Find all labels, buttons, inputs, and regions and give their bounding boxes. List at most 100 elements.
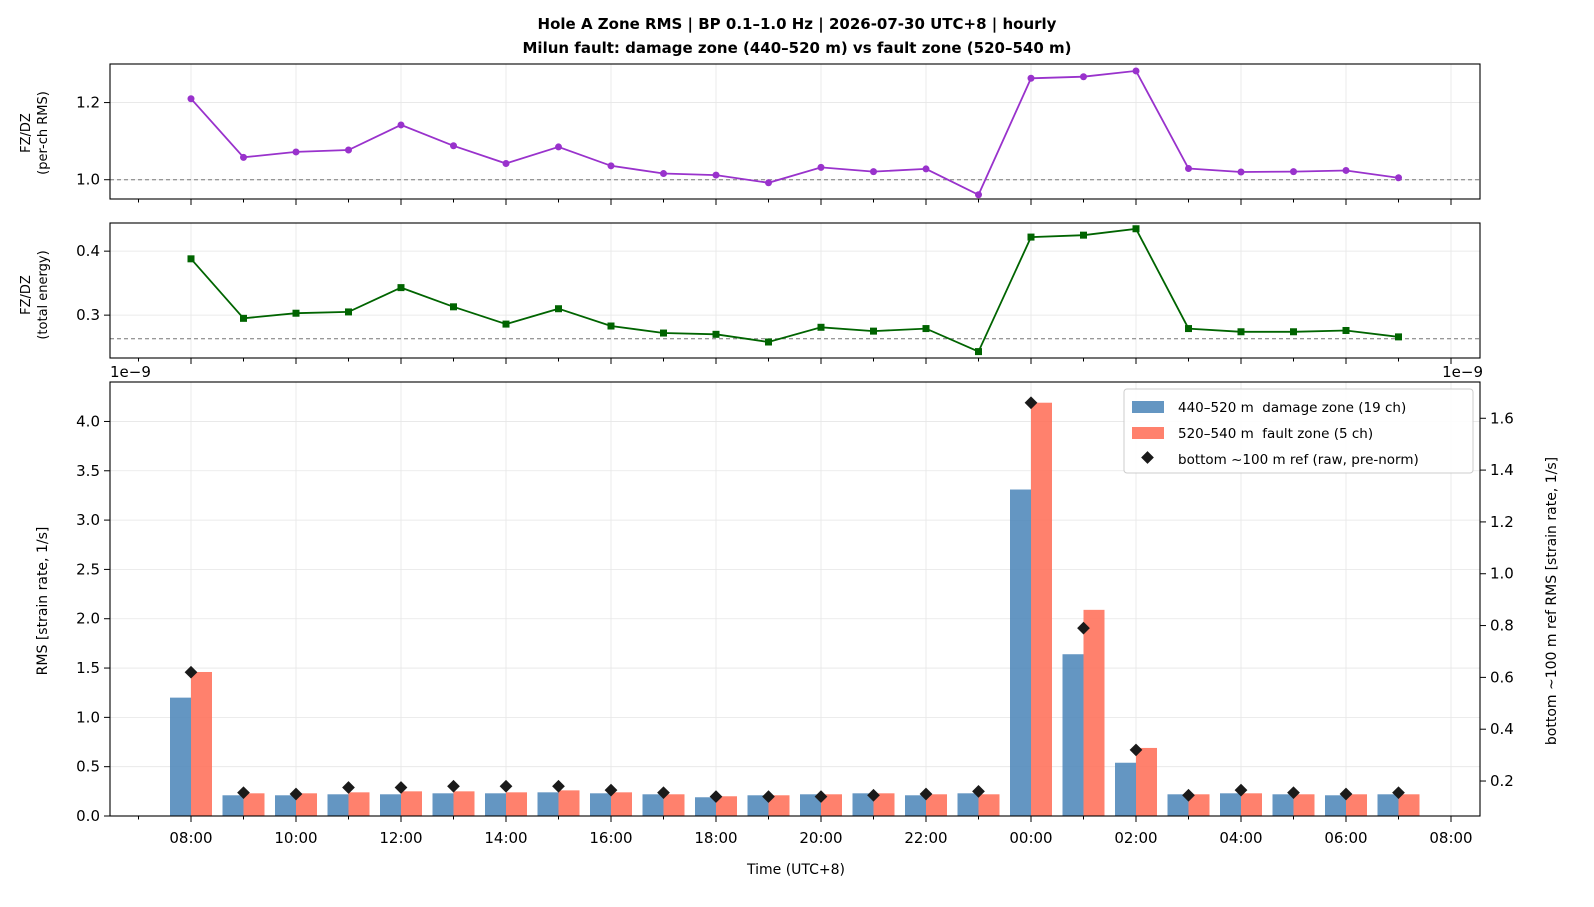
data-point bbox=[240, 314, 247, 322]
ratio-rms-panel: 1.0 1.2 bbox=[76, 63, 1481, 205]
data-point bbox=[450, 142, 457, 150]
x-tick-label: 10:00 bbox=[274, 829, 317, 847]
y-tick-label: 3.0 bbox=[76, 511, 100, 529]
data-point bbox=[555, 305, 562, 313]
bar-fault-zone bbox=[1398, 794, 1420, 816]
y-right-tick-label: 1.0 bbox=[1490, 565, 1514, 583]
bar-fault-zone bbox=[926, 794, 947, 816]
panel1-ylabel-line2: (per-ch RMS) bbox=[36, 91, 51, 175]
x-tick-label: 08:00 bbox=[1429, 829, 1472, 847]
x-tick-label: 14:00 bbox=[484, 829, 527, 847]
bar-damage-zone bbox=[432, 793, 454, 816]
data-point bbox=[1395, 333, 1402, 341]
data-point bbox=[607, 162, 615, 170]
bar-fault-zone bbox=[243, 793, 265, 816]
bar-damage-zone bbox=[1167, 794, 1189, 816]
x-tick-label: 20:00 bbox=[799, 829, 842, 847]
bar-fault-zone bbox=[191, 671, 212, 816]
data-point bbox=[817, 163, 825, 171]
y-tick-label: 0.5 bbox=[76, 758, 100, 776]
bar-damage-zone bbox=[905, 795, 926, 816]
bar-damage-zone bbox=[747, 795, 769, 816]
chart-title-line2: Milun fault: damage zone (440–520 m) vs … bbox=[523, 39, 1072, 57]
y-right-tick-label: 0.4 bbox=[1490, 720, 1514, 738]
data-point bbox=[1132, 225, 1140, 233]
panel1-ylabel-line1: FZ/DZ bbox=[19, 113, 34, 153]
data-point bbox=[922, 165, 930, 173]
y-tick-label: 3.5 bbox=[76, 462, 100, 480]
y-right-tick-label: 0.8 bbox=[1490, 617, 1514, 635]
bar-damage-zone bbox=[380, 794, 401, 816]
data-point bbox=[502, 320, 510, 328]
data-point bbox=[397, 121, 405, 129]
y-tick-label: 1.0 bbox=[76, 708, 100, 726]
bar-damage-zone bbox=[852, 793, 874, 816]
data-point bbox=[712, 330, 720, 338]
legend-swatch-fault-zone bbox=[1132, 427, 1164, 439]
x-tick-label: 00:00 bbox=[1009, 829, 1052, 847]
bar-damage-zone bbox=[170, 697, 191, 816]
y-tick-label: 4.0 bbox=[76, 412, 100, 430]
data-point bbox=[1395, 174, 1402, 182]
bar-fault-zone bbox=[1346, 794, 1367, 816]
bar-fault-zone bbox=[1083, 609, 1105, 816]
y-tick-label: 2.5 bbox=[76, 560, 100, 578]
ref-marker bbox=[499, 779, 513, 793]
panel3-scale-right: 1e−9 bbox=[1442, 363, 1483, 381]
data-point bbox=[1132, 67, 1140, 75]
y-tick-label: 0.0 bbox=[76, 807, 100, 825]
legend: 440–520 m damage zone (19 ch) 520–540 m … bbox=[1123, 388, 1474, 474]
bar-fault-zone bbox=[663, 794, 685, 816]
y-right-tick-label: 0.6 bbox=[1490, 668, 1514, 686]
bar-damage-zone bbox=[327, 794, 349, 816]
ref-marker bbox=[342, 781, 355, 794]
bar-fault-zone bbox=[873, 793, 895, 816]
bar-damage-zone bbox=[1377, 794, 1399, 816]
panel3-scale-left: 1e−9 bbox=[110, 363, 151, 381]
data-point bbox=[765, 338, 772, 346]
data-point bbox=[1290, 328, 1297, 336]
ref-marker bbox=[447, 779, 460, 793]
axes-frame bbox=[109, 381, 1481, 817]
x-tick-label: 16:00 bbox=[589, 829, 632, 847]
data-point bbox=[1342, 326, 1350, 334]
y-tick-label: 1.0 bbox=[76, 171, 100, 189]
x-tick-label: 06:00 bbox=[1324, 829, 1367, 847]
panel3-ylabel-right: bottom ~100 m ref RMS [strain rate, 1/s] bbox=[1544, 457, 1560, 745]
bar-fault-zone bbox=[558, 790, 580, 816]
y-right-tick-label: 0.2 bbox=[1490, 772, 1514, 790]
x-tick-label: 02:00 bbox=[1114, 829, 1157, 847]
bar-fault-zone bbox=[1188, 794, 1210, 816]
x-tick-label: 18:00 bbox=[694, 829, 737, 847]
ratio-energy-panel: 0.3 0.4 bbox=[76, 222, 1481, 364]
bar-damage-zone bbox=[642, 794, 664, 816]
data-point bbox=[187, 255, 195, 263]
y-tick-label: 1.2 bbox=[76, 94, 100, 112]
data-point bbox=[292, 148, 300, 156]
bar-damage-zone bbox=[695, 797, 716, 816]
data-point bbox=[397, 284, 405, 292]
data-point bbox=[1080, 231, 1087, 239]
bar-fault-zone bbox=[506, 792, 527, 816]
bar-fault-zone bbox=[768, 795, 790, 816]
data-point bbox=[345, 146, 352, 154]
bar-damage-zone bbox=[1325, 795, 1346, 816]
y-tick-label: 0.4 bbox=[76, 242, 100, 260]
series-line bbox=[190, 69, 1399, 197]
x-tick-label: 08:00 bbox=[169, 829, 212, 847]
y-right-tick-label: 1.6 bbox=[1490, 409, 1514, 427]
bar-fault-zone bbox=[453, 791, 475, 816]
data-point bbox=[187, 95, 195, 103]
bar-damage-zone bbox=[1272, 794, 1294, 816]
data-point bbox=[870, 327, 877, 335]
data-point bbox=[1237, 168, 1245, 176]
panel2-ylabel-line2: (total energy) bbox=[36, 250, 51, 339]
panel2-ylabel-line1: FZ/DZ bbox=[19, 275, 34, 315]
legend-box bbox=[1123, 388, 1474, 474]
data-point bbox=[660, 329, 667, 337]
data-point bbox=[292, 309, 300, 317]
data-point bbox=[975, 348, 982, 356]
bar-fault-zone bbox=[821, 794, 842, 816]
bar-fault-zone bbox=[1293, 794, 1315, 816]
